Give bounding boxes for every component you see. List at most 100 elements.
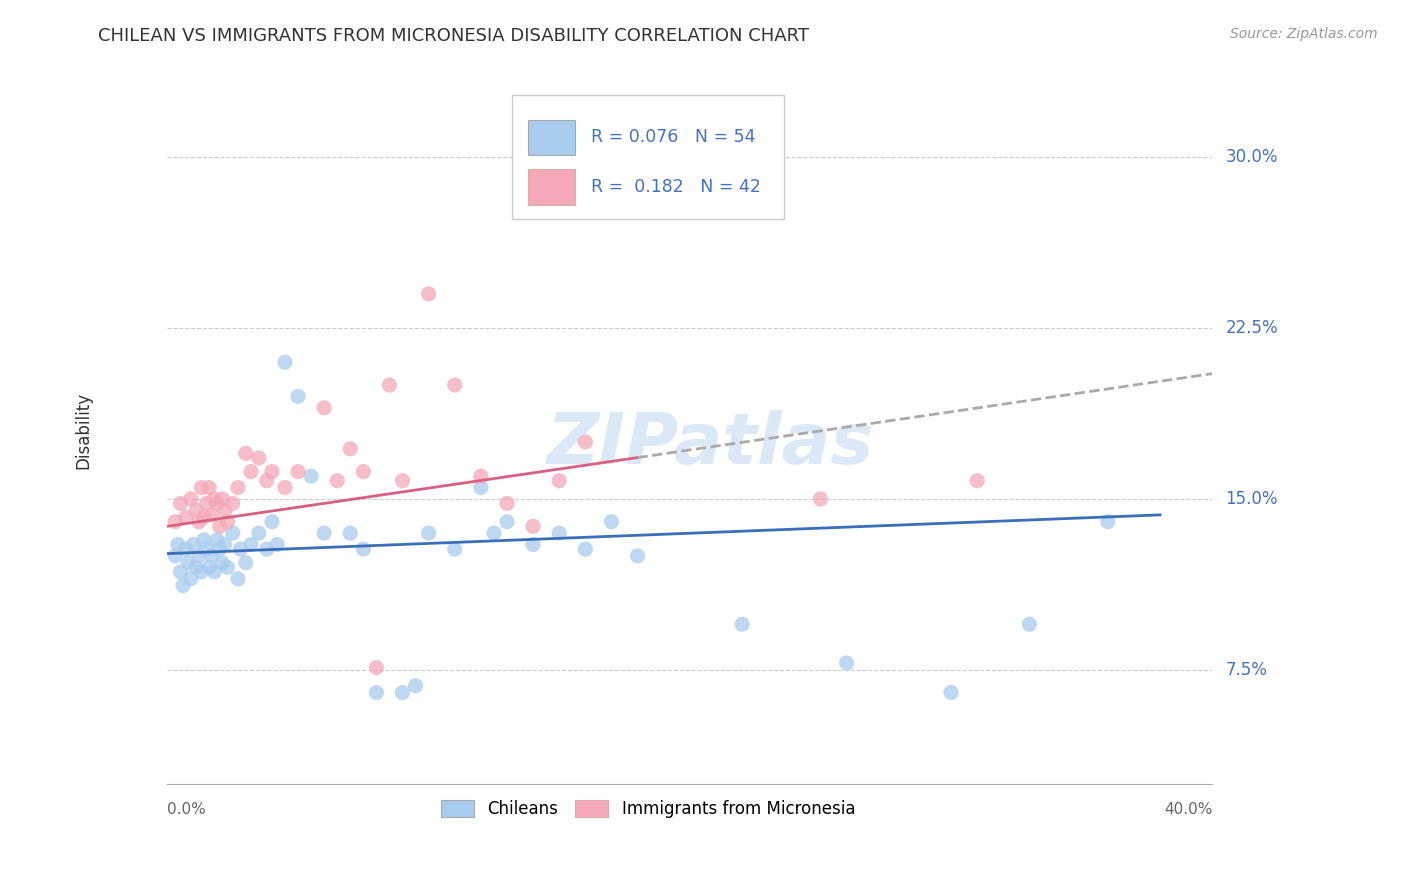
Point [174, 510, 197, 524]
Point [548, 526, 571, 541]
Point [835, 656, 858, 670]
Text: 15.0%: 15.0% [1226, 490, 1278, 508]
Point [939, 685, 962, 699]
Text: 22.5%: 22.5% [1226, 319, 1278, 337]
Point [339, 442, 361, 456]
Point [193, 510, 215, 524]
Point [180, 572, 202, 586]
Point [574, 434, 596, 449]
Point [208, 542, 231, 557]
Point [496, 496, 519, 510]
FancyBboxPatch shape [527, 120, 575, 155]
Point [165, 549, 187, 563]
Point [204, 491, 226, 506]
Text: 30.0%: 30.0% [1226, 148, 1278, 166]
Point [190, 565, 212, 579]
Point [418, 526, 440, 541]
Point [180, 491, 202, 506]
Point [600, 515, 623, 529]
Point [172, 578, 194, 592]
Point [222, 526, 245, 541]
Point [470, 481, 492, 495]
Point [274, 481, 297, 495]
Text: ZIPatlas: ZIPatlas [547, 410, 875, 479]
Point [352, 465, 374, 479]
Point [287, 389, 309, 403]
Point [214, 503, 236, 517]
Point [214, 537, 236, 551]
Text: R = 0.076   N = 54: R = 0.076 N = 54 [591, 128, 755, 146]
Point [167, 537, 190, 551]
Point [391, 685, 413, 699]
Point [522, 537, 544, 551]
Point [186, 560, 208, 574]
Point [187, 515, 209, 529]
Point [274, 355, 297, 369]
Point [165, 515, 187, 529]
Text: 40.0%: 40.0% [1164, 802, 1212, 817]
Point [205, 533, 228, 547]
Point [443, 378, 465, 392]
Point [198, 481, 221, 495]
Point [217, 515, 239, 529]
Point [1018, 617, 1040, 632]
Point [195, 542, 218, 557]
Point [391, 474, 413, 488]
FancyBboxPatch shape [527, 169, 575, 204]
Point [204, 565, 226, 579]
Point [574, 542, 596, 557]
Point [195, 496, 218, 510]
Point [299, 469, 322, 483]
Point [810, 491, 832, 506]
Point [174, 542, 197, 557]
Point [256, 542, 278, 557]
Point [247, 526, 270, 541]
FancyBboxPatch shape [512, 95, 785, 219]
Point [193, 533, 215, 547]
Text: R =  0.182   N = 42: R = 0.182 N = 42 [591, 178, 761, 196]
Point [208, 519, 231, 533]
Point [260, 465, 283, 479]
Point [229, 542, 252, 557]
Point [177, 556, 200, 570]
Point [198, 560, 221, 574]
Point [169, 565, 191, 579]
Point [548, 474, 571, 488]
Point [378, 378, 401, 392]
Point [1097, 515, 1119, 529]
Point [205, 496, 228, 510]
Point [187, 549, 209, 563]
Text: CHILEAN VS IMMIGRANTS FROM MICRONESIA DISABILITY CORRELATION CHART: CHILEAN VS IMMIGRANTS FROM MICRONESIA DI… [98, 27, 810, 45]
Point [186, 503, 208, 517]
Point [201, 508, 224, 522]
Point [226, 481, 249, 495]
Point [260, 515, 283, 529]
Point [240, 465, 263, 479]
Point [339, 526, 361, 541]
Point [256, 474, 278, 488]
Point [326, 474, 349, 488]
Point [201, 549, 224, 563]
Point [235, 446, 257, 460]
Legend: Chileans, Immigrants from Micronesia: Chileans, Immigrants from Micronesia [434, 793, 862, 825]
Point [183, 537, 205, 551]
Point [287, 465, 309, 479]
Text: 0.0%: 0.0% [167, 802, 207, 817]
Point [470, 469, 492, 483]
Point [366, 685, 388, 699]
Text: Disability: Disability [75, 392, 93, 469]
Point [169, 496, 191, 510]
Point [522, 519, 544, 533]
Point [418, 286, 440, 301]
Point [222, 496, 245, 510]
Point [366, 660, 388, 674]
Point [443, 542, 465, 557]
Point [235, 556, 257, 570]
Point [217, 560, 239, 574]
Text: Source: ZipAtlas.com: Source: ZipAtlas.com [1230, 27, 1378, 41]
Point [314, 401, 336, 415]
Point [731, 617, 754, 632]
Point [266, 537, 288, 551]
Point [405, 679, 427, 693]
Point [352, 542, 374, 557]
